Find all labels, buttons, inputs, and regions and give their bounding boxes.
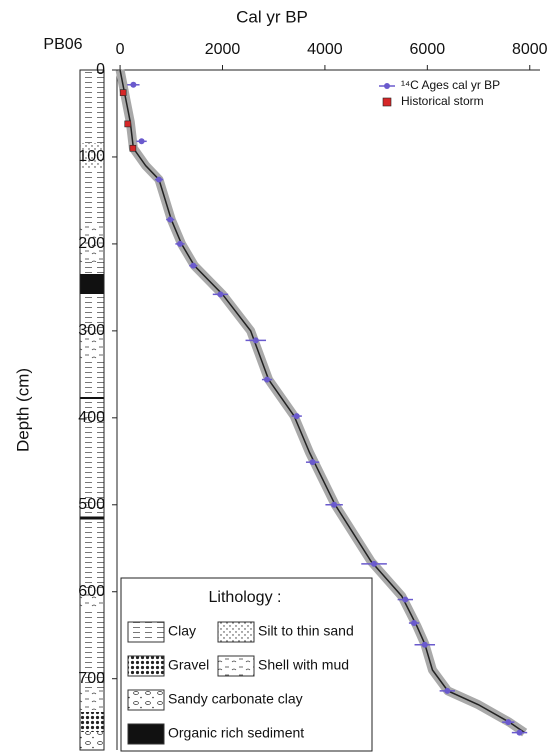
age-point bbox=[167, 216, 174, 223]
age-point bbox=[309, 459, 316, 466]
y-tick-label: 700 bbox=[78, 670, 105, 687]
lithology-title: Lithology : bbox=[209, 589, 282, 606]
legend-swatch bbox=[384, 83, 390, 89]
x-tick-label: 8000 bbox=[512, 41, 548, 58]
lithology-item: Organic rich sediment bbox=[168, 725, 304, 741]
age-point bbox=[331, 501, 338, 508]
age-point bbox=[176, 240, 183, 247]
lithology-column bbox=[79, 69, 105, 751]
y-tick-label: 200 bbox=[78, 235, 105, 252]
age-point bbox=[411, 620, 418, 627]
legend-label: Historical storm bbox=[401, 94, 484, 108]
storm-point bbox=[119, 89, 127, 96]
age-point bbox=[217, 291, 224, 298]
lithology-item: Shell with mud bbox=[258, 657, 349, 673]
plot-area: 0 2000 4000 6000 8000 0 100 200 300 400 500 600 700 ¹… bbox=[78, 41, 548, 750]
legend-label: ¹⁴C Ages cal yr BP bbox=[401, 78, 500, 92]
lithology-item: Gravel bbox=[168, 657, 209, 673]
y-axis-title: Depth (cm) bbox=[13, 368, 32, 452]
age-point bbox=[264, 376, 271, 383]
age-point bbox=[155, 176, 162, 183]
y-tick-label: 100 bbox=[78, 148, 105, 165]
lithology-item: Clay bbox=[168, 623, 196, 639]
lithology-item: Silt to thin sand bbox=[258, 623, 354, 639]
x-axis-title: Cal yr BP bbox=[236, 7, 308, 26]
y-tick-label: 600 bbox=[78, 583, 105, 600]
age-point bbox=[402, 596, 409, 603]
core-label: PB06 bbox=[43, 36, 82, 53]
legend-swatch bbox=[382, 97, 392, 107]
y-tick-label: 400 bbox=[78, 409, 105, 426]
y-tick-label: 500 bbox=[78, 496, 105, 513]
lithology-legend: Lithology : Clay Silt to thin sand Grave… bbox=[120, 577, 373, 752]
x-tick-label: 6000 bbox=[410, 41, 446, 58]
age-point bbox=[516, 729, 523, 736]
age-point bbox=[130, 81, 137, 88]
lithology-item: Sandy carbonate clay bbox=[168, 691, 303, 707]
age-point bbox=[293, 413, 300, 420]
x-tick-label: 0 bbox=[116, 41, 125, 58]
age-point bbox=[421, 641, 428, 648]
x-tick-label: 4000 bbox=[307, 41, 343, 58]
y-tick-label: 300 bbox=[78, 322, 105, 339]
age-point bbox=[444, 687, 451, 694]
x-tick-label: 2000 bbox=[205, 41, 241, 58]
age-point bbox=[371, 560, 378, 567]
age-point bbox=[138, 138, 145, 145]
age-point bbox=[505, 719, 512, 726]
storm-point bbox=[124, 120, 132, 128]
age-point bbox=[190, 262, 197, 269]
y-tick-label: 0 bbox=[96, 61, 105, 78]
age-point bbox=[252, 337, 259, 344]
storm-point bbox=[129, 144, 137, 152]
